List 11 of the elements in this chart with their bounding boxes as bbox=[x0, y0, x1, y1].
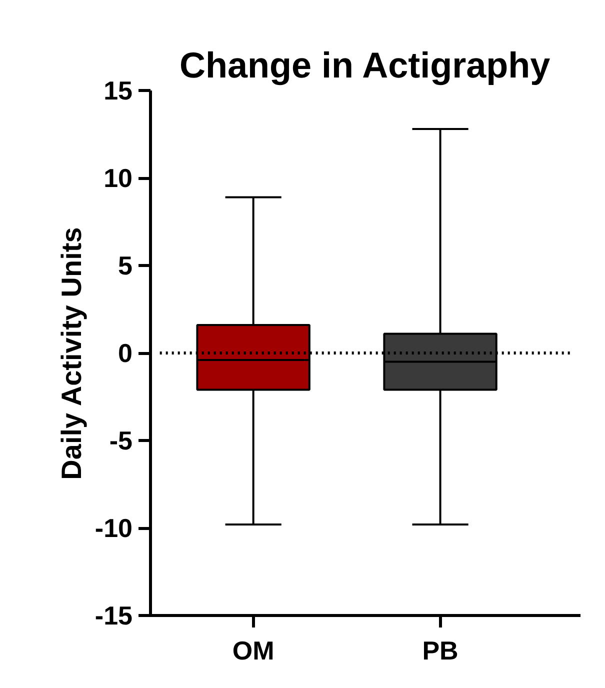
y-tick-label: -15 bbox=[94, 600, 132, 630]
y-axis-title: Daily Activity Units bbox=[56, 227, 87, 480]
y-tick-label: -5 bbox=[109, 426, 133, 456]
y-tick-label: 5 bbox=[118, 250, 133, 280]
y-tick-label: 15 bbox=[104, 76, 132, 106]
x-tick-label: OM bbox=[232, 636, 274, 666]
chart-title: Change in Actigraphy bbox=[179, 44, 550, 86]
x-tick-label: PB bbox=[422, 636, 458, 666]
y-tick-label: -10 bbox=[94, 513, 132, 543]
y-tick-label: 10 bbox=[104, 163, 132, 193]
y-tick-label: 0 bbox=[118, 338, 133, 368]
